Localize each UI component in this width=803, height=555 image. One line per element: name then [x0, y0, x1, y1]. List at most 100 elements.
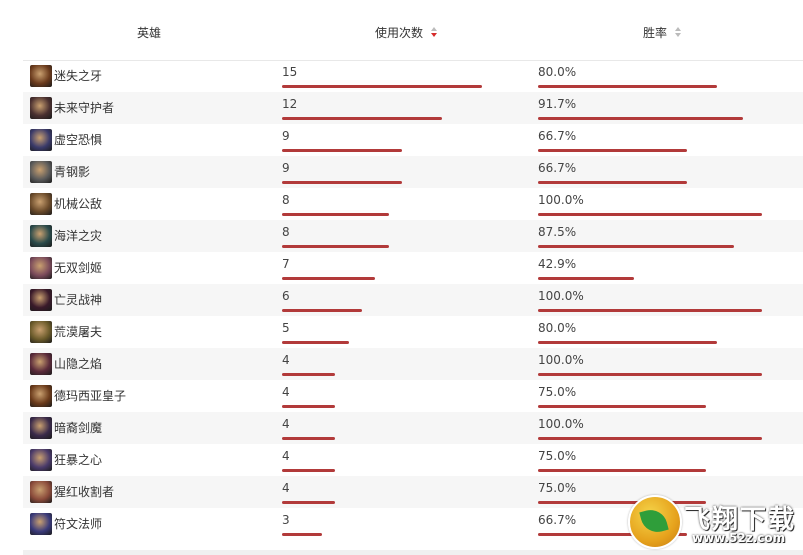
win-rate-value: 75.0% [538, 385, 577, 399]
table-body: 迷失之牙 15 80.0% 未来守护者 12 91.7% 虚空恐惧 9 66.7% 青钢影 9 66.… [23, 60, 803, 540]
hero-name[interactable]: 亡灵战神 [54, 293, 103, 307]
table-row[interactable]: 虚空恐惧 9 66.7% [23, 124, 803, 156]
win-rate-bar [538, 277, 634, 280]
win-rate-value: 100.0% [538, 417, 584, 431]
win-rate-bar [538, 117, 743, 120]
hero-avatar-icon[interactable] [30, 257, 52, 279]
table-row[interactable]: 符文法师 3 66.7% [23, 508, 803, 540]
win-rate-value: 66.7% [538, 129, 577, 143]
win-rate-value: 91.7% [538, 97, 577, 111]
hero-avatar-icon[interactable] [30, 449, 52, 471]
column-header-hero-label: 英雄 [137, 26, 162, 40]
win-rate-bar [538, 181, 687, 184]
table-header: 英雄 使用次数 胜率 [23, 0, 803, 61]
column-header-uses-label: 使用次数 [375, 26, 424, 40]
win-rate-bar [538, 245, 734, 248]
watermark-url: www.52z.com [692, 531, 786, 545]
hero-name[interactable]: 德玛西亚皇子 [54, 389, 127, 403]
uses-value: 3 [282, 513, 290, 527]
uses-bar [282, 149, 402, 152]
hero-avatar-icon[interactable] [30, 65, 52, 87]
uses-bar [282, 373, 335, 376]
win-rate-bar [538, 213, 762, 216]
table-row[interactable]: 海洋之灾 8 87.5% [23, 220, 803, 252]
hero-name[interactable]: 青钢影 [54, 165, 91, 179]
win-rate-value: 87.5% [538, 225, 577, 239]
hero-avatar-icon[interactable] [30, 225, 52, 247]
hero-name[interactable]: 迷失之牙 [54, 69, 103, 83]
hero-avatar-icon[interactable] [30, 417, 52, 439]
hero-avatar-icon[interactable] [30, 161, 52, 183]
column-header-win-rate[interactable]: 胜率 [643, 24, 681, 42]
hero-avatar-icon[interactable] [30, 321, 52, 343]
hero-avatar-icon[interactable] [30, 513, 52, 535]
table-row[interactable]: 狂暴之心 4 75.0% [23, 444, 803, 476]
column-header-uses[interactable]: 使用次数 [375, 24, 437, 42]
hero-name[interactable]: 猩红收割者 [54, 485, 115, 499]
uses-value: 4 [282, 385, 290, 399]
win-rate-bar [538, 533, 687, 536]
uses-bar [282, 405, 335, 408]
hero-avatar-icon[interactable] [30, 289, 52, 311]
win-rate-value: 42.9% [538, 257, 577, 271]
win-rate-bar [538, 341, 717, 344]
win-rate-value: 80.0% [538, 321, 577, 335]
win-rate-value: 100.0% [538, 353, 584, 367]
hero-avatar-icon[interactable] [30, 193, 52, 215]
uses-value: 9 [282, 129, 290, 143]
sort-desc-icon[interactable] [430, 27, 437, 39]
uses-bar [282, 85, 482, 88]
uses-bar [282, 437, 335, 440]
table-row[interactable]: 德玛西亚皇子 4 75.0% [23, 380, 803, 412]
hero-name[interactable]: 机械公敌 [54, 197, 103, 211]
table-row[interactable]: 暗裔剑魔 4 100.0% [23, 412, 803, 444]
site-logo-icon [628, 495, 682, 549]
table-row[interactable]: 无双剑姬 7 42.9% [23, 252, 803, 284]
win-rate-bar [538, 309, 762, 312]
uses-value: 6 [282, 289, 290, 303]
uses-value: 8 [282, 193, 290, 207]
uses-value: 7 [282, 257, 290, 271]
hero-name[interactable]: 狂暴之心 [54, 453, 103, 467]
uses-value: 8 [282, 225, 290, 239]
table-row[interactable]: 亡灵战神 6 100.0% [23, 284, 803, 316]
uses-value: 4 [282, 481, 290, 495]
win-rate-bar [538, 469, 706, 472]
hero-stats-table: 英雄 使用次数 胜率 迷失之牙 15 80.0% 未来守护者 12 91.7% 虚空恐惧 9 6… [23, 0, 803, 555]
table-row[interactable]: 未来守护者 12 91.7% [23, 92, 803, 124]
hero-name[interactable]: 未来守护者 [54, 101, 115, 115]
hero-avatar-icon[interactable] [30, 481, 52, 503]
watermark: 飞翔下载 www.52z.com [628, 495, 800, 553]
uses-value: 5 [282, 321, 290, 335]
table-row[interactable]: 山隐之焰 4 100.0% [23, 348, 803, 380]
hero-avatar-icon[interactable] [30, 385, 52, 407]
table-row[interactable]: 青钢影 9 66.7% [23, 156, 803, 188]
hero-name[interactable]: 海洋之灾 [54, 229, 103, 243]
uses-value: 9 [282, 161, 290, 175]
win-rate-value: 100.0% [538, 289, 584, 303]
uses-bar [282, 533, 322, 536]
sort-icon[interactable] [674, 27, 681, 39]
hero-name[interactable]: 荒漠屠夫 [54, 325, 103, 339]
win-rate-bar [538, 149, 687, 152]
hero-name[interactable]: 山隐之焰 [54, 357, 103, 371]
hero-avatar-icon[interactable] [30, 97, 52, 119]
hero-name[interactable]: 无双剑姬 [54, 261, 103, 275]
hero-avatar-icon[interactable] [30, 129, 52, 151]
win-rate-value: 66.7% [538, 513, 577, 527]
hero-avatar-icon[interactable] [30, 353, 52, 375]
column-header-win-rate-label: 胜率 [643, 26, 668, 40]
hero-name[interactable]: 符文法师 [54, 517, 103, 531]
table-row[interactable]: 猩红收割者 4 75.0% [23, 476, 803, 508]
win-rate-bar [538, 405, 706, 408]
uses-bar [282, 309, 362, 312]
table-row[interactable]: 荒漠屠夫 5 80.0% [23, 316, 803, 348]
hero-name[interactable]: 虚空恐惧 [54, 133, 103, 147]
table-row[interactable]: 机械公敌 8 100.0% [23, 188, 803, 220]
uses-value: 4 [282, 353, 290, 367]
uses-bar [282, 117, 442, 120]
uses-value: 4 [282, 417, 290, 431]
win-rate-bar [538, 437, 762, 440]
hero-name[interactable]: 暗裔剑魔 [54, 421, 103, 435]
table-row[interactable]: 迷失之牙 15 80.0% [23, 60, 803, 92]
